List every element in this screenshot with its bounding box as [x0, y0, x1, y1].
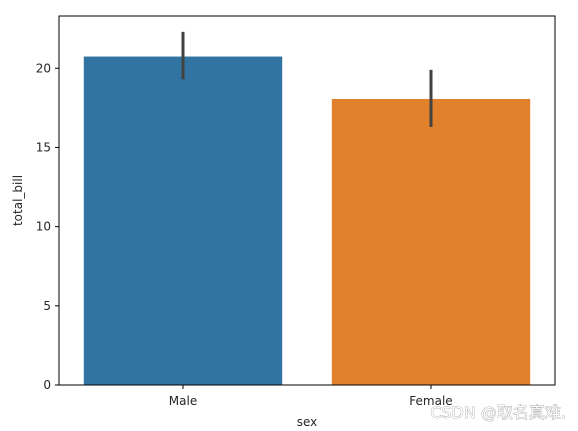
y-tick-label: 0: [43, 378, 51, 392]
watermark-text: CSDN @取名真难.: [430, 403, 566, 422]
error-bars-group: [181, 31, 433, 127]
y-tick-label: 10: [36, 220, 51, 234]
y-tick-label: 15: [36, 140, 51, 154]
bars-group: [83, 56, 531, 386]
y-axis: 0 5 10 15 20: [36, 61, 59, 392]
y-tick-label: 5: [43, 299, 51, 313]
bar-male: [83, 56, 283, 386]
y-axis-label: total_bill: [11, 175, 25, 226]
x-tick-label: Female: [409, 394, 452, 408]
axes-frame: [58, 15, 556, 386]
y-tick-label: 20: [36, 61, 51, 75]
x-axis-label: sex: [297, 415, 318, 429]
plot-area: [58, 15, 556, 386]
x-tick-label: Male: [169, 394, 197, 408]
bar-female: [331, 98, 531, 385]
x-axis: Male Female: [169, 385, 453, 408]
